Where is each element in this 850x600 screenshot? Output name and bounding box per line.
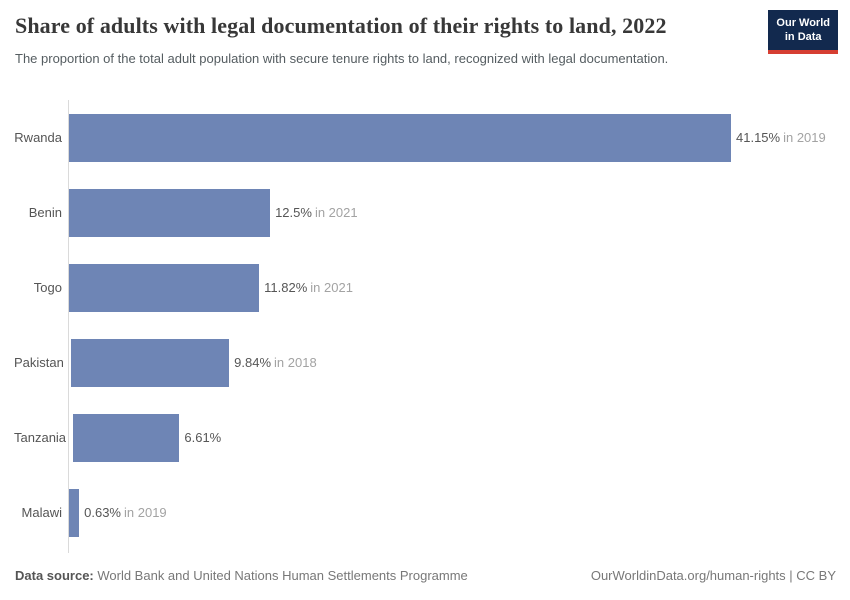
value-label: 12.5% in 2021 — [275, 205, 358, 220]
bar-plot-area: 9.84% in 2018 — [70, 338, 836, 387]
owid-logo-line1: Our World — [776, 17, 830, 29]
chart-footer: Data source: World Bank and United Natio… — [15, 568, 836, 583]
value-label: 0.63% in 2019 — [84, 505, 167, 520]
bar-plot-area: 41.15% in 2019 — [69, 113, 836, 162]
value-year: in 2021 — [314, 205, 358, 220]
chart-row: Togo 11.82% in 2021 — [14, 250, 836, 325]
chart-subtitle: The proportion of the total adult popula… — [15, 51, 669, 66]
chart-row: Benin 12.5% in 2021 — [14, 175, 836, 250]
bar[interactable] — [69, 188, 271, 237]
y-axis-line — [68, 100, 69, 553]
data-source-label: Data source: — [15, 568, 94, 583]
value-label: 41.15% in 2019 — [736, 130, 826, 145]
bar-plot-area: 0.63% in 2019 — [69, 488, 836, 537]
footer-link[interactable]: OurWorldinData.org/human-rights | CC BY — [590, 568, 836, 583]
chart-row: Malawi 0.63% in 2019 — [14, 475, 836, 550]
category-label: Togo — [33, 280, 62, 295]
value-year: in 2018 — [274, 355, 317, 370]
bar-plot-area: 6.61% — [73, 413, 836, 462]
bar-chart: Rwanda 41.15% in 2019 Benin 12.5% in 2021 … — [14, 100, 836, 553]
value-label: 6.61% — [184, 430, 221, 445]
value-year: in 2021 — [310, 280, 353, 295]
category-label: Benin — [28, 205, 62, 220]
chart-title: Share of adults with legal documentation… — [15, 13, 667, 38]
value-number: 0.63% — [84, 505, 121, 520]
category-label: Rwanda — [14, 130, 62, 145]
value-number: 41.15% — [736, 130, 781, 145]
owid-logo[interactable]: Our World in Data — [768, 10, 838, 54]
category-label: Malawi — [21, 505, 62, 520]
bar[interactable] — [69, 263, 260, 312]
owid-logo-line2: in Data — [784, 31, 822, 44]
data-source-text: World Bank and United Nations Human Sett… — [93, 568, 468, 583]
category-label: Tanzania — [14, 430, 67, 445]
value-year: in 2019 — [124, 505, 167, 520]
chart-row: Pakistan 9.84% in 2018 — [14, 325, 836, 400]
category-label: Pakistan — [14, 355, 64, 370]
bar-plot-area: 11.82% in 2021 — [69, 263, 836, 312]
chart-rows: Rwanda 41.15% in 2019 Benin 12.5% in 2021 … — [14, 100, 836, 550]
value-number: 6.61% — [184, 430, 222, 445]
value-label: 11.82% in 2021 — [264, 280, 353, 295]
chart-row: Tanzania 6.61% — [14, 400, 836, 475]
bar[interactable] — [73, 413, 180, 462]
bar[interactable] — [70, 338, 230, 387]
chart-row: Rwanda 41.15% in 2019 — [14, 100, 836, 175]
value-number: 11.82% — [264, 280, 308, 295]
bar-plot-area: 12.5% in 2021 — [69, 188, 836, 237]
value-label: 9.84% in 2018 — [234, 355, 317, 370]
data-source: Data source: World Bank and United Natio… — [15, 568, 468, 583]
bar[interactable] — [69, 488, 80, 537]
value-year: in 2019 — [783, 130, 826, 145]
value-number: 9.84% — [234, 355, 272, 370]
value-number: 12.5% — [275, 205, 312, 220]
bar[interactable] — [69, 113, 731, 162]
